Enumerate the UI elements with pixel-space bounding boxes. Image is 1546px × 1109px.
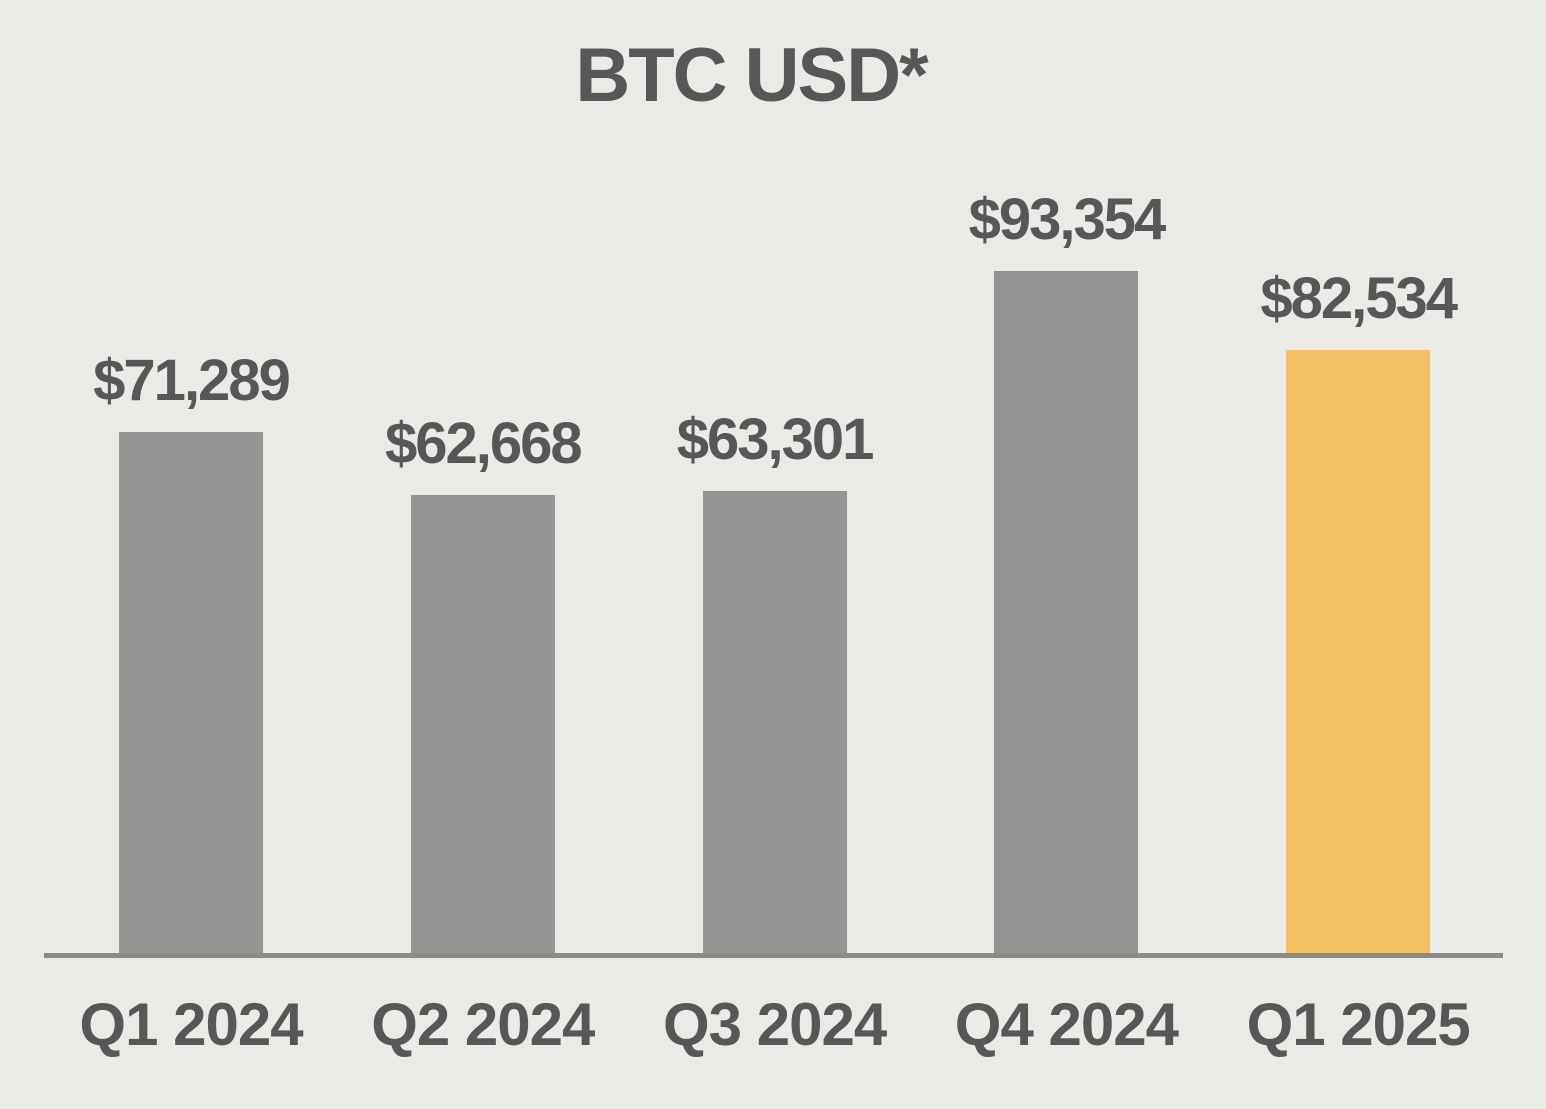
bar-q2-2024 xyxy=(410,495,555,953)
bar-q4-2024 xyxy=(994,271,1139,953)
value-label-q4-2024: $93,354 xyxy=(968,187,1167,252)
bar-q1-2024 xyxy=(119,432,263,953)
bar-q1-2025 xyxy=(1286,350,1431,953)
x-tick-label-q1-2024: Q1 2024 xyxy=(79,991,303,1058)
x-tick-label-q3-2024: Q3 2024 xyxy=(663,991,887,1058)
chart-title: BTC USD* xyxy=(575,33,928,118)
value-label-q3-2024: $63,301 xyxy=(676,407,875,472)
value-label-q1-2025: $82,534 xyxy=(1260,266,1458,331)
x-axis-line xyxy=(44,953,1503,958)
x-tick-label-q1-2025: Q1 2025 xyxy=(1246,991,1471,1058)
x-tick-label-q4-2024: Q4 2024 xyxy=(954,991,1179,1058)
value-label-q2-2024: $62,668 xyxy=(384,411,583,476)
bar-q3-2024 xyxy=(702,491,847,953)
value-label-q1-2024: $71,289 xyxy=(93,348,291,413)
x-tick-label-q2-2024: Q2 2024 xyxy=(371,991,595,1058)
